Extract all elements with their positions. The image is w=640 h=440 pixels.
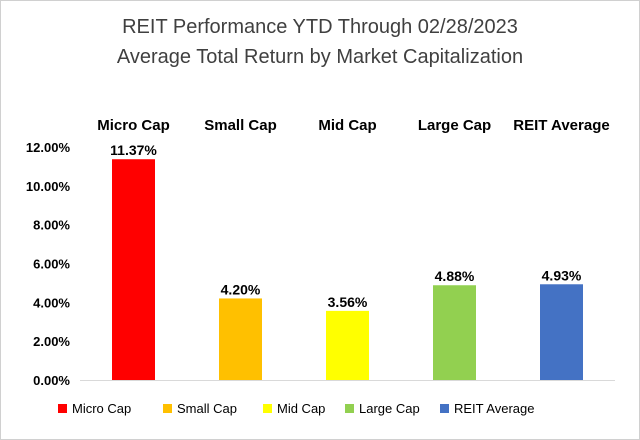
bar-small-cap [219,298,262,380]
data-label: 11.37% [110,142,157,158]
chart-title: REIT Performance YTD Through 02/28/2023 [122,16,518,38]
data-label: 4.20% [221,281,261,297]
y-tick-label: 10.00% [26,179,71,194]
legend-item: Large Cap [345,401,420,416]
legend-swatch [440,404,449,413]
legend-swatch [345,404,354,413]
category-label: Large Cap [418,117,491,134]
bars [112,159,583,380]
y-tick-label: 2.00% [33,334,70,349]
category-label: Mid Cap [318,117,376,134]
y-tick-label: 12.00% [26,140,71,155]
category-label: Micro Cap [97,117,170,134]
data-label: 3.56% [328,294,368,310]
x-axis-category-labels: Micro Cap Small Cap Mid Cap Large Cap REIT A… [97,117,609,134]
chart-subtitle: Average Total Return by Market Capitaliz… [117,46,523,68]
y-tick-label: 0.00% [33,373,70,388]
bar-large-cap [433,285,476,380]
legend-label: Mid Cap [277,401,325,416]
data-label: 4.88% [435,268,475,284]
bar-micro-cap [112,159,155,380]
data-label: 4.93% [542,267,582,283]
legend-item: Mid Cap [263,401,325,416]
legend-label: REIT Average [454,401,534,416]
legend-swatch [163,404,172,413]
y-tick-label: 8.00% [33,218,70,233]
y-axis: 0.00% 2.00% 4.00% 6.00% 8.00% 10.00% 12.00% [26,140,71,388]
bar-reit-average [540,284,583,380]
legend-item: Small Cap [163,401,237,416]
legend-item: REIT Average [440,401,534,416]
y-tick-label: 4.00% [33,295,70,310]
legend-item: Micro Cap [58,401,131,416]
legend-label: Small Cap [177,401,237,416]
legend-label: Micro Cap [72,401,131,416]
legend: Micro Cap Small Cap Mid Cap Large Cap REIT A… [58,401,534,416]
bar-mid-cap [326,310,369,380]
category-label: REIT Average [513,117,609,134]
data-labels: 11.37% 4.20% 3.56% 4.88% 4.93% [110,142,582,310]
y-tick-label: 6.00% [33,257,70,272]
legend-swatch [263,404,272,413]
legend-label: Large Cap [359,401,420,416]
category-label: Small Cap [204,117,277,134]
legend-swatch [58,404,67,413]
